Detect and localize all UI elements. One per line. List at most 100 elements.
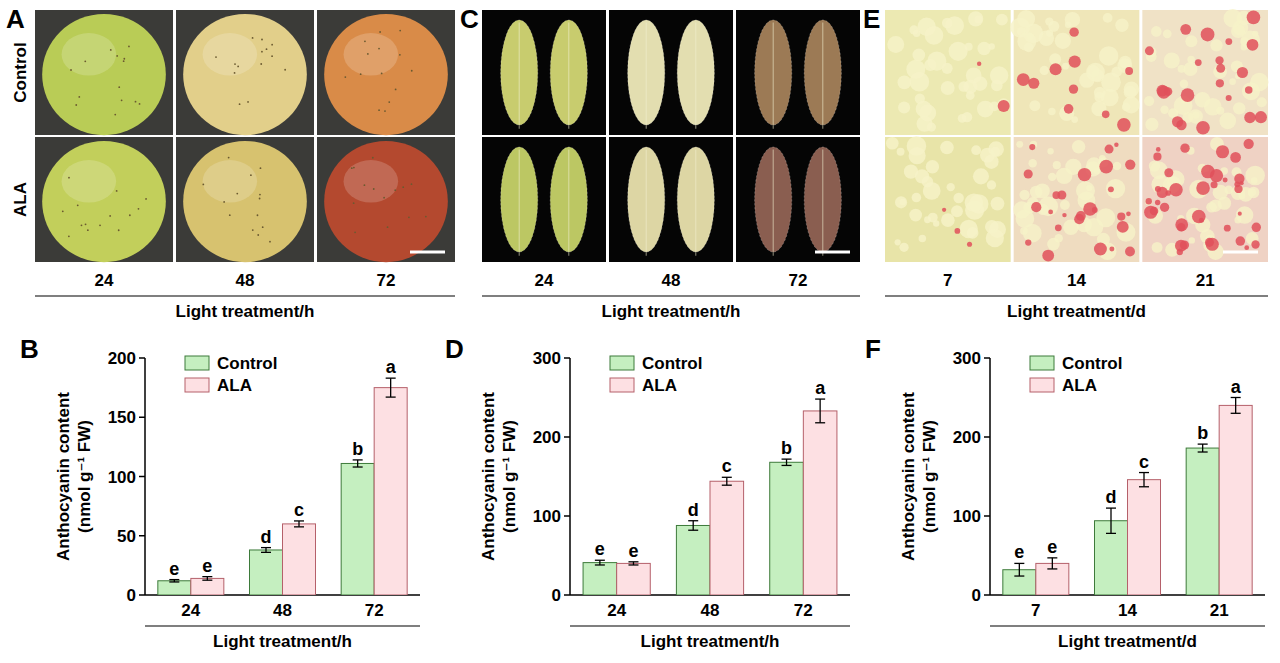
- red-cluster: [1247, 39, 1259, 51]
- photo-background: [609, 137, 733, 262]
- red-cluster: [1210, 169, 1223, 182]
- bar: [191, 578, 224, 595]
- red-cluster: [1224, 225, 1231, 232]
- y-axis: [989, 358, 991, 595]
- photo-cell: [482, 137, 606, 262]
- apple-highlight: [344, 33, 399, 75]
- bar: [1219, 405, 1252, 595]
- red-cluster: [1055, 224, 1062, 231]
- y-tick: [139, 476, 145, 478]
- red-cluster: [1028, 78, 1039, 89]
- red-cluster: [1062, 213, 1066, 217]
- bar: [710, 481, 744, 595]
- y-tick: [984, 515, 990, 517]
- callus-cluster: [1047, 148, 1053, 154]
- error-cap: [386, 396, 396, 397]
- column-label: 7: [943, 271, 952, 290]
- column-label: 24: [95, 271, 114, 290]
- scale-bar: [1223, 251, 1258, 254]
- lenticel: [234, 63, 236, 65]
- callus-cluster: [966, 91, 975, 100]
- callus-cluster: [1017, 10, 1035, 28]
- panel-letter: F: [865, 334, 881, 364]
- photo-panel: AControlALA244872Light treatment/h: [6, 4, 455, 321]
- leaf-midrib: [646, 150, 647, 256]
- legend: ControlALA: [1030, 354, 1122, 395]
- legend-label: ALA: [217, 376, 252, 395]
- leaf-midrib: [568, 150, 569, 256]
- bar: [158, 581, 191, 595]
- apple-highlight: [344, 160, 399, 202]
- red-cluster: [1225, 38, 1232, 45]
- bar: [803, 411, 837, 595]
- column-label: 14: [1067, 271, 1086, 290]
- significance-letter: e: [1047, 537, 1057, 557]
- callus-cluster: [971, 145, 981, 155]
- callus-cluster: [897, 75, 911, 89]
- photo-cell: [176, 10, 314, 135]
- error-bar: [1047, 558, 1057, 569]
- y-tick-label: 0: [127, 586, 136, 605]
- bar: [770, 462, 804, 595]
- legend-swatch: [610, 356, 634, 370]
- error-line: [1143, 473, 1144, 487]
- axis-title: Light treatment/h: [176, 302, 315, 321]
- y-tick: [564, 357, 570, 359]
- error-cap: [1047, 557, 1057, 558]
- lenticel: [284, 69, 286, 71]
- axis-title: Anthocyanin content(nmol g⁻¹ FW): [479, 392, 519, 561]
- error-line: [1052, 558, 1053, 569]
- bar: [374, 388, 407, 595]
- callus-cluster: [1096, 208, 1115, 227]
- significance-letter: e: [1014, 542, 1024, 562]
- red-cluster: [1244, 112, 1255, 123]
- lenticel: [109, 215, 111, 217]
- error-cap: [202, 576, 212, 577]
- callus-cluster: [977, 42, 990, 55]
- error-line: [265, 548, 266, 553]
- underline: [35, 295, 455, 296]
- lenticel: [399, 54, 401, 56]
- x-tick-label: 7: [1031, 601, 1040, 620]
- callus-cluster: [1065, 21, 1072, 28]
- lenticel: [252, 229, 254, 231]
- error-cap: [1231, 397, 1241, 398]
- error-cap: [1198, 451, 1208, 452]
- error-cap: [202, 580, 212, 581]
- callus-cluster: [927, 52, 946, 71]
- error-cap: [169, 581, 179, 582]
- callus-cluster: [996, 14, 1008, 26]
- axis-title: Light treatment/h: [213, 632, 352, 651]
- red-cluster: [1215, 56, 1223, 64]
- photo-panel: E71421Light treatment/d: [863, 4, 1269, 321]
- error-cap: [595, 564, 605, 565]
- significance-letter: e: [169, 559, 179, 579]
- leaf-midrib: [646, 23, 647, 129]
- red-cluster: [1180, 143, 1189, 152]
- axis-title: Anthocyanin content(nmol g⁻¹ FW): [899, 392, 939, 561]
- labels: edbeca: [595, 378, 826, 561]
- chart: B050100150200Anthocyanin content(nmol g⁻…: [20, 334, 420, 651]
- legend-label: Control: [217, 354, 277, 373]
- red-cluster: [1099, 160, 1113, 174]
- callus-cluster: [926, 160, 939, 173]
- error-cap: [294, 520, 304, 521]
- y-tick: [139, 594, 145, 596]
- x-tick-label: 72: [794, 601, 813, 620]
- leaf-midrib: [568, 23, 569, 129]
- callus-cluster: [991, 197, 1005, 211]
- leaf-midrib: [695, 150, 696, 256]
- callus-cluster: [1048, 108, 1055, 115]
- y-tick-label: 100: [533, 507, 561, 526]
- error-line: [786, 459, 787, 465]
- red-cluster: [1192, 210, 1206, 224]
- y-tick: [564, 515, 570, 517]
- y-tick: [984, 357, 990, 359]
- callus-cluster: [1164, 53, 1180, 69]
- error-line: [693, 521, 694, 530]
- callus-cluster: [910, 72, 930, 92]
- y-tick-label: 0: [552, 586, 561, 605]
- red-cluster: [1105, 145, 1114, 154]
- x-tick-label: 24: [181, 601, 200, 620]
- axis-title-line: Anthocyanin content: [54, 392, 73, 561]
